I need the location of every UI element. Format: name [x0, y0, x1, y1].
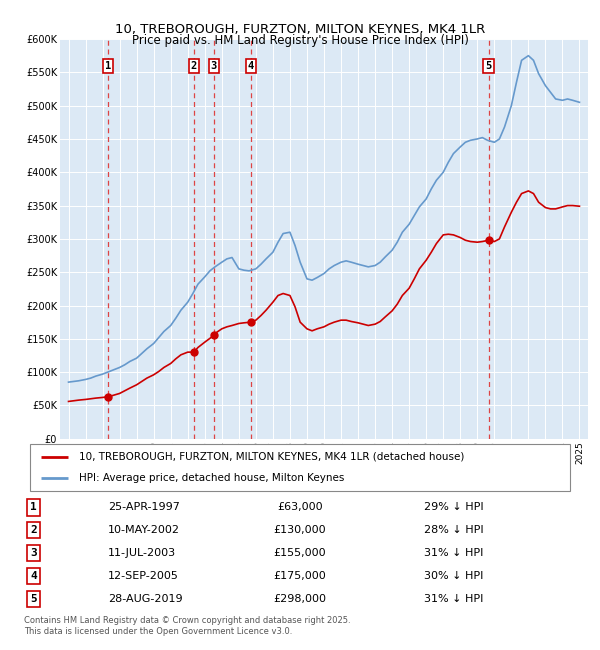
Text: 29% ↓ HPI: 29% ↓ HPI	[424, 502, 484, 512]
Text: 10, TREBOROUGH, FURZTON, MILTON KEYNES, MK4 1LR: 10, TREBOROUGH, FURZTON, MILTON KEYNES, …	[115, 23, 485, 36]
FancyBboxPatch shape	[30, 444, 570, 491]
Text: 2: 2	[31, 525, 37, 535]
Text: £298,000: £298,000	[274, 593, 326, 604]
Text: 31% ↓ HPI: 31% ↓ HPI	[424, 593, 484, 604]
Text: 10, TREBOROUGH, FURZTON, MILTON KEYNES, MK4 1LR (detached house): 10, TREBOROUGH, FURZTON, MILTON KEYNES, …	[79, 452, 464, 461]
Text: Price paid vs. HM Land Registry's House Price Index (HPI): Price paid vs. HM Land Registry's House …	[131, 34, 469, 47]
Text: 11-JUL-2003: 11-JUL-2003	[108, 548, 176, 558]
Text: HPI: Average price, detached house, Milton Keynes: HPI: Average price, detached house, Milt…	[79, 473, 344, 483]
Text: 25-APR-1997: 25-APR-1997	[108, 502, 180, 512]
Text: 3: 3	[31, 548, 37, 558]
Text: 28% ↓ HPI: 28% ↓ HPI	[424, 525, 484, 535]
Text: Contains HM Land Registry data © Crown copyright and database right 2025.
This d: Contains HM Land Registry data © Crown c…	[24, 616, 350, 636]
Text: £155,000: £155,000	[274, 548, 326, 558]
Text: £175,000: £175,000	[274, 571, 326, 581]
Text: 2: 2	[191, 60, 197, 71]
Text: 1: 1	[31, 502, 37, 512]
Text: 12-SEP-2005: 12-SEP-2005	[108, 571, 179, 581]
Text: 5: 5	[485, 60, 491, 71]
Text: 10-MAY-2002: 10-MAY-2002	[108, 525, 180, 535]
Text: 28-AUG-2019: 28-AUG-2019	[108, 593, 183, 604]
Text: 1: 1	[105, 60, 111, 71]
Text: 4: 4	[248, 60, 254, 71]
Text: £130,000: £130,000	[274, 525, 326, 535]
Text: £63,000: £63,000	[277, 502, 323, 512]
Text: 3: 3	[211, 60, 217, 71]
Text: 5: 5	[31, 593, 37, 604]
Text: 30% ↓ HPI: 30% ↓ HPI	[424, 571, 484, 581]
Text: 4: 4	[31, 571, 37, 581]
Text: 31% ↓ HPI: 31% ↓ HPI	[424, 548, 484, 558]
